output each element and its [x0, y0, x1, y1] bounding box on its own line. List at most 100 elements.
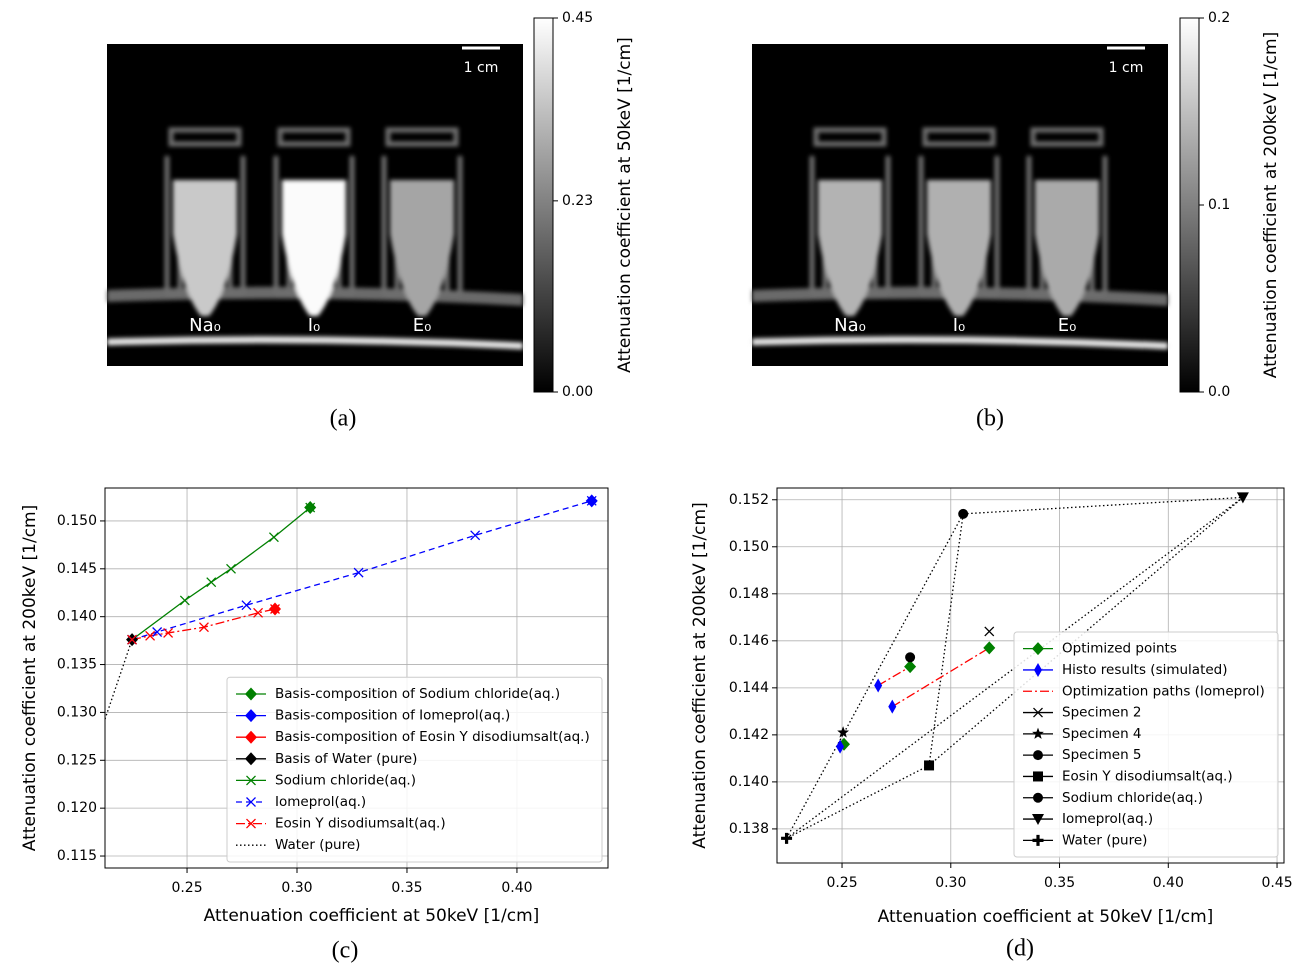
marker [206, 577, 217, 588]
panel-caption: (a) [330, 406, 357, 432]
y-axis-label: Attenuation coefficient at 200keV [1/cm] [690, 502, 710, 848]
bed-bright [751, 336, 1169, 350]
marker [163, 627, 174, 638]
colorbar [533, 17, 554, 393]
x-tick-label: 0.25 [171, 880, 202, 896]
x-axis-label: Attenuation coefficient at 50keV [1/cm] [204, 906, 540, 926]
legend-label: Histo results (simulated) [1062, 662, 1228, 678]
y-tick-label: 0.150 [57, 513, 97, 529]
marker [888, 699, 897, 714]
marker [152, 627, 163, 637]
x-tick-label: 0.40 [1153, 875, 1184, 891]
marker [1236, 492, 1249, 504]
marker [1034, 662, 1042, 677]
y-tick-label: 0.140 [57, 609, 97, 625]
x-tick-label: 0.25 [826, 875, 857, 891]
y-tick-label: 0.148 [729, 586, 769, 602]
connection-line [786, 764, 930, 839]
ct-image: Na₀ I₀ E₀ 1 cm [751, 44, 1169, 366]
tube-liquid [173, 180, 237, 316]
sample-label: Na₀ [189, 315, 221, 336]
legend-box [226, 676, 603, 863]
panel-caption: (c) [332, 938, 359, 964]
plot-area [105, 494, 598, 720]
x-tick-label: 0.35 [1044, 875, 1075, 891]
legend: Basis-composition of Sodium chloride(aq.… [226, 676, 603, 863]
colorbar-tick-label: 0.45 [562, 10, 593, 26]
x-axis-label: Attenuation coefficient at 50keV [1/cm] [878, 907, 1214, 927]
marker [1032, 727, 1044, 739]
sample-label: Na₀ [834, 315, 866, 336]
y-axis-label: Attenuation coefficient at 200keV [1/cm] [20, 505, 40, 851]
legend-label: Specimen 2 [1062, 705, 1142, 721]
legend-label: Iomeprol(aq.) [1062, 811, 1153, 827]
marker [1033, 792, 1043, 803]
connection-line [785, 513, 964, 839]
marker [1032, 642, 1044, 656]
marker [145, 630, 156, 641]
marker [958, 508, 969, 519]
axes-frame [104, 487, 609, 869]
marker [241, 600, 252, 611]
marker [470, 530, 481, 541]
marker [226, 563, 236, 574]
y-tick-label: 0.144 [729, 680, 769, 696]
marker [246, 797, 256, 807]
marker [268, 532, 279, 543]
connection-line [963, 496, 1243, 515]
y-tick-label: 0.142 [729, 727, 769, 743]
marker [1032, 814, 1044, 826]
marker [245, 730, 257, 744]
legend-label: Eosin Y disodiumsalt(aq.) [1062, 768, 1233, 784]
legend: Optimized points Histo results (simulated… [1013, 631, 1279, 858]
marker [179, 595, 190, 606]
marker [127, 634, 138, 645]
y-tick-label: 0.152 [729, 492, 769, 508]
legend-label: Eosin Y disodiumsalt(aq.) [275, 816, 446, 832]
x-tick-label: 0.35 [391, 880, 422, 896]
y-tick-label: 0.140 [729, 774, 769, 790]
legend-label: Water (pure) [275, 837, 360, 853]
scale-bar-label: 1 cm [1109, 60, 1144, 76]
y-tick-label: 0.120 [57, 800, 97, 816]
marker [904, 660, 917, 674]
legend-label: Basis-composition of Eosin Y disodiumsal… [275, 729, 590, 745]
marker [246, 818, 256, 829]
marker [837, 726, 850, 738]
sample-label: I₀ [953, 315, 966, 336]
y-tick-label: 0.145 [57, 561, 97, 577]
colorbar-tick-label: 0.00 [562, 384, 593, 400]
legend-label: Specimen 4 [1062, 726, 1142, 742]
tube-liquid [818, 180, 882, 316]
marker [245, 752, 257, 766]
colorbar-tick-label: 0.1 [1208, 197, 1230, 213]
y-tick-label: 0.125 [57, 752, 97, 768]
phantom [751, 127, 1169, 350]
panel-caption: (d) [1006, 936, 1034, 962]
sample-label: I₀ [308, 315, 321, 336]
legend-label: Basis of Water (pure) [275, 751, 417, 767]
x-tick-label: 0.40 [501, 880, 532, 896]
marker [1033, 707, 1043, 718]
connection-line [928, 496, 1244, 766]
marker [905, 652, 916, 663]
legend-box [1013, 631, 1279, 858]
colorbar [1179, 17, 1200, 393]
tube-liquid [927, 180, 991, 316]
series-line [877, 647, 990, 708]
marker [245, 687, 257, 701]
legend-label: Optimization paths (Iomeprol) [1062, 683, 1265, 699]
bed-bright [106, 336, 524, 350]
series-line [105, 639, 133, 720]
marker [305, 502, 316, 513]
legend-label: Sodium chloride(aq.) [1062, 790, 1203, 806]
legend-label: Water (pure) [1062, 832, 1147, 848]
marker [1033, 750, 1043, 761]
marker [270, 604, 280, 614]
series-line [131, 608, 276, 641]
y-tick-label: 0.130 [57, 704, 97, 720]
legend-label: Sodium chloride(aq.) [275, 772, 416, 788]
x-tick-label: 0.30 [935, 875, 966, 891]
tube-liquid [1035, 180, 1099, 316]
